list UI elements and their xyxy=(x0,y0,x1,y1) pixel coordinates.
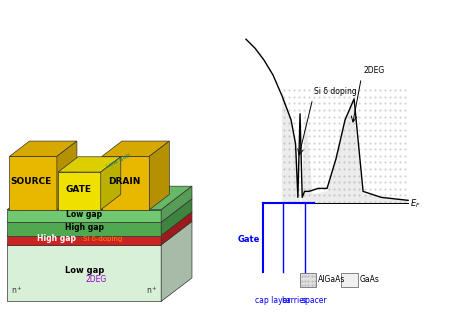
Polygon shape xyxy=(7,186,192,210)
Text: $E_F$: $E_F$ xyxy=(410,197,420,209)
Polygon shape xyxy=(57,141,77,210)
Text: barrier: barrier xyxy=(281,296,307,305)
Polygon shape xyxy=(7,199,192,222)
Text: Low gap: Low gap xyxy=(64,266,104,274)
Text: Low gap: Low gap xyxy=(106,152,132,169)
Polygon shape xyxy=(7,221,192,245)
Text: DRAIN: DRAIN xyxy=(108,177,141,186)
Polygon shape xyxy=(7,245,161,301)
Polygon shape xyxy=(102,156,149,210)
Text: cap layer: cap layer xyxy=(255,296,291,305)
Text: Low gap: Low gap xyxy=(66,210,102,219)
Polygon shape xyxy=(7,212,192,236)
Polygon shape xyxy=(100,157,121,210)
Polygon shape xyxy=(161,221,192,301)
Text: Si δ doping: Si δ doping xyxy=(314,87,357,96)
Polygon shape xyxy=(9,141,77,156)
Text: n$^+$: n$^+$ xyxy=(10,284,23,296)
Polygon shape xyxy=(102,141,169,156)
Text: GATE: GATE xyxy=(65,185,91,194)
Text: GaAs: GaAs xyxy=(359,275,379,284)
Polygon shape xyxy=(9,156,57,210)
Text: SOURCE: SOURCE xyxy=(10,177,52,186)
Text: spacer: spacer xyxy=(301,296,327,305)
Polygon shape xyxy=(161,212,192,245)
Polygon shape xyxy=(7,222,161,236)
Text: Gate: Gate xyxy=(238,235,260,244)
Text: AlGaAs: AlGaAs xyxy=(318,275,346,284)
Text: Si δ-doping: Si δ-doping xyxy=(83,236,122,242)
Polygon shape xyxy=(7,236,161,245)
Polygon shape xyxy=(282,90,408,215)
Polygon shape xyxy=(161,199,192,236)
Polygon shape xyxy=(58,172,100,210)
Bar xyxy=(341,273,358,287)
Text: n$^+$: n$^+$ xyxy=(146,284,158,296)
Text: High gap: High gap xyxy=(37,235,76,243)
Polygon shape xyxy=(161,186,192,222)
Polygon shape xyxy=(149,141,169,210)
Polygon shape xyxy=(7,210,161,222)
Text: 2DEG: 2DEG xyxy=(363,66,384,75)
Text: 2DEG: 2DEG xyxy=(85,275,107,284)
Bar xyxy=(300,273,316,287)
Text: High gap: High gap xyxy=(64,223,104,232)
Polygon shape xyxy=(58,157,121,172)
